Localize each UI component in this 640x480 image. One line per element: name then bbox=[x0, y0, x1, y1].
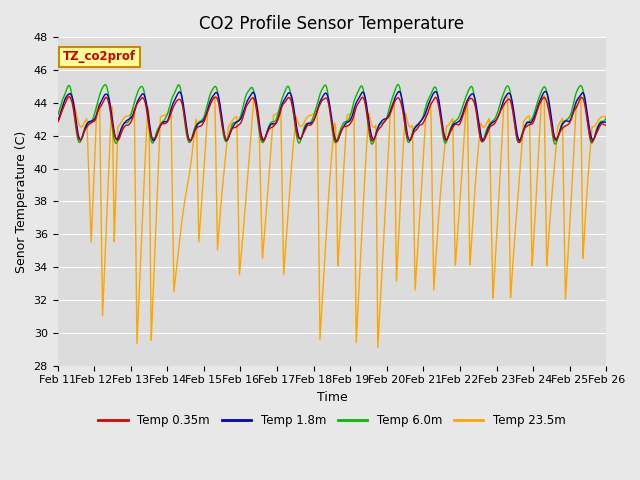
Legend: Temp 0.35m, Temp 1.8m, Temp 6.0m, Temp 23.5m: Temp 0.35m, Temp 1.8m, Temp 6.0m, Temp 2… bbox=[93, 409, 570, 432]
Text: TZ_co2prof: TZ_co2prof bbox=[63, 50, 136, 63]
Y-axis label: Senor Temperature (C): Senor Temperature (C) bbox=[15, 131, 28, 273]
X-axis label: Time: Time bbox=[317, 391, 348, 404]
Title: CO2 Profile Sensor Temperature: CO2 Profile Sensor Temperature bbox=[200, 15, 465, 33]
